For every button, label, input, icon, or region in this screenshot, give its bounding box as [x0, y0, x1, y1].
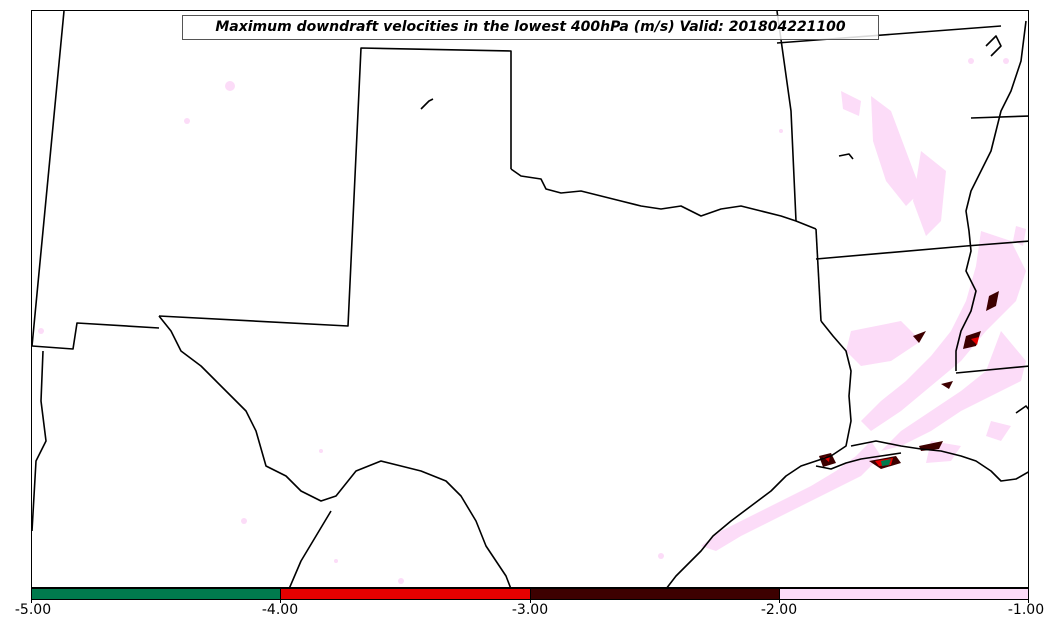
downdraft-field-light	[38, 58, 1026, 584]
colorbar-tick-label: -5.00	[14, 602, 52, 618]
colorbar-tick	[530, 600, 531, 603]
downdraft-field-green	[881, 459, 891, 466]
colorbar-tick	[280, 600, 281, 603]
colorbar-tick	[1028, 600, 1029, 603]
colorbar-tick	[31, 600, 32, 603]
colorbar-segment-green	[32, 589, 281, 599]
map-canvas	[32, 11, 1028, 587]
colorbar-segment-dark-red	[529, 589, 779, 599]
colorbar-tick-label: -2.00	[760, 602, 798, 618]
colorbar-segment-pink	[778, 589, 1028, 599]
state-boundaries	[32, 11, 1028, 587]
colorbar-segment-red	[280, 589, 530, 599]
colorbar-tick	[779, 600, 780, 603]
colorbar-tick-label: -1.00	[1007, 602, 1045, 618]
colorbar-tick-label: -4.00	[261, 602, 299, 618]
map-panel	[31, 10, 1029, 588]
map-title: Maximum downdraft velocities in the lowe…	[182, 15, 879, 40]
colorbar-tick-label: -3.00	[511, 602, 549, 618]
colorbar	[31, 588, 1029, 600]
